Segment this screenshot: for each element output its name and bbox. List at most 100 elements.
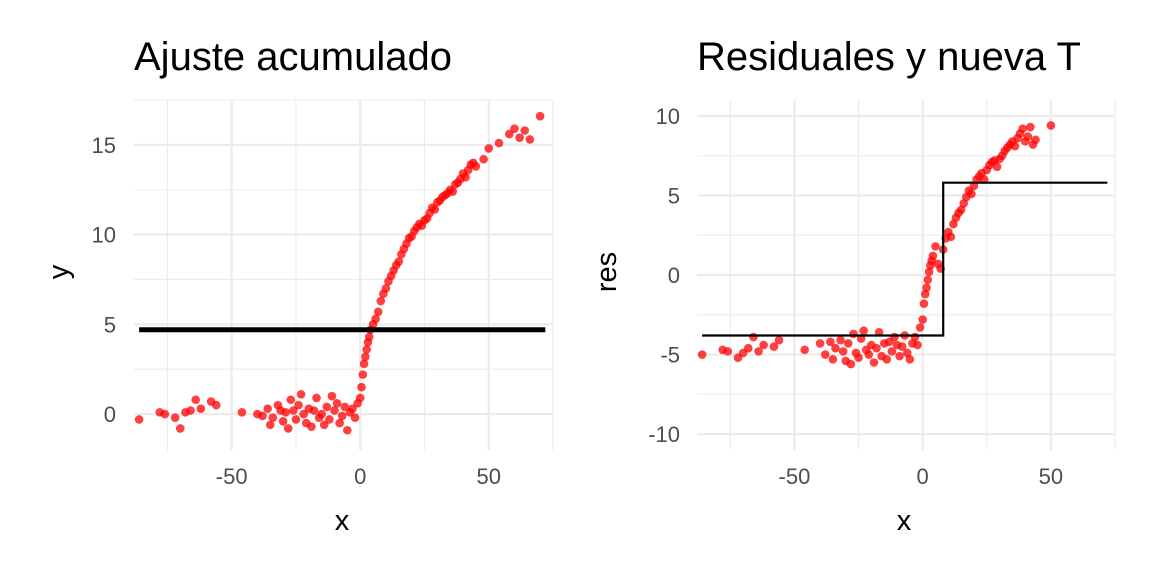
- data-point: [967, 189, 976, 199]
- data-point: [895, 351, 904, 361]
- data-point: [175, 424, 185, 433]
- data-point: [928, 251, 938, 261]
- data-point: [1010, 141, 1020, 151]
- data-point: [263, 404, 272, 414]
- data-point: [371, 314, 380, 324]
- x-tick-label: 50: [1039, 464, 1063, 489]
- data-point: [289, 406, 298, 415]
- data-point: [1031, 135, 1040, 145]
- data-point: [357, 382, 366, 392]
- data-point: [774, 335, 784, 345]
- data-point: [186, 406, 195, 415]
- data-point: [869, 358, 879, 367]
- panel-2-y-tick-labels: -10 -5 0 5 10: [648, 104, 680, 447]
- panel-1-minor-grid: [134, 99, 554, 450]
- data-point: [510, 124, 519, 134]
- data-point: [910, 332, 920, 342]
- data-point: [831, 343, 840, 353]
- panel-1-points: [134, 111, 545, 435]
- data-point: [134, 415, 144, 424]
- data-point: [317, 409, 326, 419]
- y-tick-label: 0: [668, 263, 680, 288]
- data-point: [913, 340, 922, 350]
- data-point: [278, 416, 288, 426]
- data-point: [343, 425, 352, 435]
- data-point: [358, 370, 368, 379]
- data-point: [479, 154, 488, 164]
- y-tick-label: 10: [92, 223, 116, 248]
- data-point: [237, 408, 247, 417]
- data-point: [191, 395, 200, 405]
- step-function-line: [702, 181, 1108, 337]
- data-point: [924, 267, 934, 277]
- data-point: [749, 332, 758, 342]
- data-point: [394, 257, 404, 266]
- data-point: [364, 332, 374, 342]
- data-point: [992, 162, 1002, 172]
- data-point: [307, 422, 316, 431]
- data-point: [330, 406, 339, 415]
- panel-2-title: Residuales y nueva T: [697, 35, 1081, 79]
- data-point: [381, 284, 391, 293]
- data-point: [769, 342, 779, 351]
- panel-2-x-axis-title: x: [897, 505, 912, 537]
- data-point: [322, 402, 332, 412]
- panel-2-step-line: [702, 181, 1108, 337]
- data-point: [918, 315, 927, 324]
- data-point: [923, 275, 933, 285]
- data-point: [931, 242, 940, 251]
- data-point: [211, 400, 221, 410]
- data-point: [905, 355, 915, 364]
- x-tick-label: 50: [476, 464, 500, 489]
- data-point: [337, 411, 347, 421]
- data-point: [844, 339, 853, 348]
- data-point: [373, 307, 383, 317]
- y-tick-label: 10: [656, 104, 680, 129]
- data-point: [1023, 132, 1033, 141]
- y-tick-label: -5: [660, 343, 680, 368]
- data-point: [281, 408, 290, 417]
- data-point: [859, 326, 868, 335]
- data-point: [430, 205, 440, 214]
- data-point: [327, 391, 337, 401]
- data-point: [484, 144, 494, 153]
- x-tick-label: -50: [779, 464, 811, 489]
- panel-1-major-grid: [134, 100, 553, 450]
- data-point: [897, 342, 907, 351]
- data-point: [325, 415, 334, 424]
- y-tick-label: 5: [104, 312, 116, 337]
- data-point: [846, 359, 856, 369]
- data-point: [319, 420, 329, 430]
- data-point: [946, 232, 956, 242]
- data-point: [864, 350, 874, 359]
- data-point: [800, 345, 810, 355]
- data-point: [887, 347, 897, 356]
- data-point: [461, 172, 470, 182]
- data-point: [815, 339, 825, 348]
- panel-1-y-axis-title: y: [43, 264, 75, 279]
- data-point: [335, 418, 344, 428]
- data-point: [170, 413, 180, 422]
- data-point: [160, 409, 170, 419]
- data-point: [299, 409, 308, 419]
- data-point: [350, 413, 360, 422]
- data-point: [826, 337, 835, 347]
- data-point: [525, 135, 535, 144]
- data-point: [1046, 121, 1056, 130]
- panel-2-points: [697, 121, 1056, 369]
- data-point: [296, 390, 306, 399]
- panel-ajuste-acumulado: Ajuste acumulado 0 5 10 15 -50 0 50 x y: [43, 35, 554, 537]
- data-point: [754, 347, 763, 356]
- y-tick-label: -10: [648, 422, 680, 447]
- data-point: [359, 359, 369, 369]
- data-point: [849, 329, 858, 339]
- data-point: [286, 395, 296, 405]
- data-point: [258, 411, 267, 421]
- data-point: [723, 347, 733, 356]
- data-point: [1026, 122, 1035, 132]
- data-point: [515, 133, 524, 142]
- data-point: [697, 350, 707, 359]
- data-point: [268, 413, 278, 422]
